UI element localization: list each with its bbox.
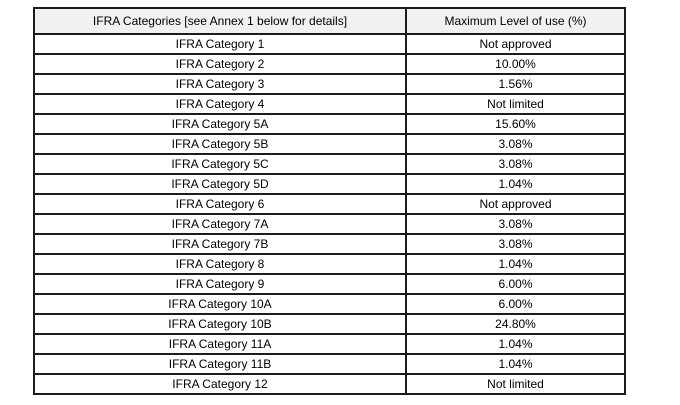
category-cell: IFRA Category 1 (33, 33, 407, 55)
ifra-categories-table: IFRA Categories [see Annex 1 below for d… (33, 7, 626, 395)
table-row: IFRA Category 5A 15.60% (33, 113, 626, 135)
max-level-cell: 3.08% (405, 213, 626, 235)
category-cell: IFRA Category 10B (33, 313, 407, 335)
category-cell: IFRA Category 3 (33, 73, 407, 95)
max-level-cell: Not limited (405, 373, 626, 395)
table-row: IFRA Category 7B 3.08% (33, 233, 626, 255)
max-level-cell: 6.00% (405, 293, 626, 315)
category-cell: IFRA Category 11A (33, 333, 407, 355)
max-level-cell: 3.08% (405, 233, 626, 255)
column-header-categories: IFRA Categories [see Annex 1 below for d… (33, 7, 407, 35)
max-level-cell: 1.56% (405, 73, 626, 95)
category-cell: IFRA Category 6 (33, 193, 407, 215)
max-level-cell: Not approved (405, 193, 626, 215)
category-cell: IFRA Category 10A (33, 293, 407, 315)
max-level-cell: 1.04% (405, 253, 626, 275)
category-cell: IFRA Category 5D (33, 173, 407, 195)
table-row: IFRA Category 1 Not approved (33, 33, 626, 55)
table-row: IFRA Category 9 6.00% (33, 273, 626, 295)
max-level-cell: 10.00% (405, 53, 626, 75)
category-cell: IFRA Category 11B (33, 353, 407, 375)
table-row: IFRA Category 5D 1.04% (33, 173, 626, 195)
max-level-cell: 1.04% (405, 353, 626, 375)
max-level-cell: Not limited (405, 93, 626, 115)
max-level-cell: 3.08% (405, 133, 626, 155)
table-row: IFRA Category 3 1.56% (33, 73, 626, 95)
max-level-cell: 6.00% (405, 273, 626, 295)
table-row: IFRA Category 5C 3.08% (33, 153, 626, 175)
table-body: IFRA Category 1 Not approved IFRA Category… (33, 33, 626, 395)
table-row: IFRA Category 6 Not approved (33, 193, 626, 215)
category-cell: IFRA Category 8 (33, 253, 407, 275)
category-cell: IFRA Category 7B (33, 233, 407, 255)
category-cell: IFRA Category 7A (33, 213, 407, 235)
max-level-cell: 24.80% (405, 313, 626, 335)
max-level-cell: 15.60% (405, 113, 626, 135)
category-cell: IFRA Category 9 (33, 273, 407, 295)
category-cell: IFRA Category 2 (33, 53, 407, 75)
table-head: IFRA Categories [see Annex 1 below for d… (33, 7, 626, 35)
table-row: IFRA Category 4 Not limited (33, 93, 626, 115)
max-level-cell: 3.08% (405, 153, 626, 175)
max-level-cell: 1.04% (405, 333, 626, 355)
category-cell: IFRA Category 5B (33, 133, 407, 155)
table-row: IFRA Category 5B 3.08% (33, 133, 626, 155)
max-level-cell: Not approved (405, 33, 626, 55)
table-row: IFRA Category 11A 1.04% (33, 333, 626, 355)
category-cell: IFRA Category 12 (33, 373, 407, 395)
table-row: IFRA Category 7A 3.08% (33, 213, 626, 235)
table-row: IFRA Category 11B 1.04% (33, 353, 626, 375)
table-row: IFRA Category 2 10.00% (33, 53, 626, 75)
category-cell: IFRA Category 4 (33, 93, 407, 115)
table-row: IFRA Category 10B 24.80% (33, 313, 626, 335)
table-row: IFRA Category 8 1.04% (33, 253, 626, 275)
table-row: IFRA Category 10A 6.00% (33, 293, 626, 315)
category-cell: IFRA Category 5A (33, 113, 407, 135)
table-header-row: IFRA Categories [see Annex 1 below for d… (33, 7, 626, 35)
column-header-max-level: Maximum Level of use (%) (405, 7, 626, 35)
table-row: IFRA Category 12 Not limited (33, 373, 626, 395)
category-cell: IFRA Category 5C (33, 153, 407, 175)
max-level-cell: 1.04% (405, 173, 626, 195)
